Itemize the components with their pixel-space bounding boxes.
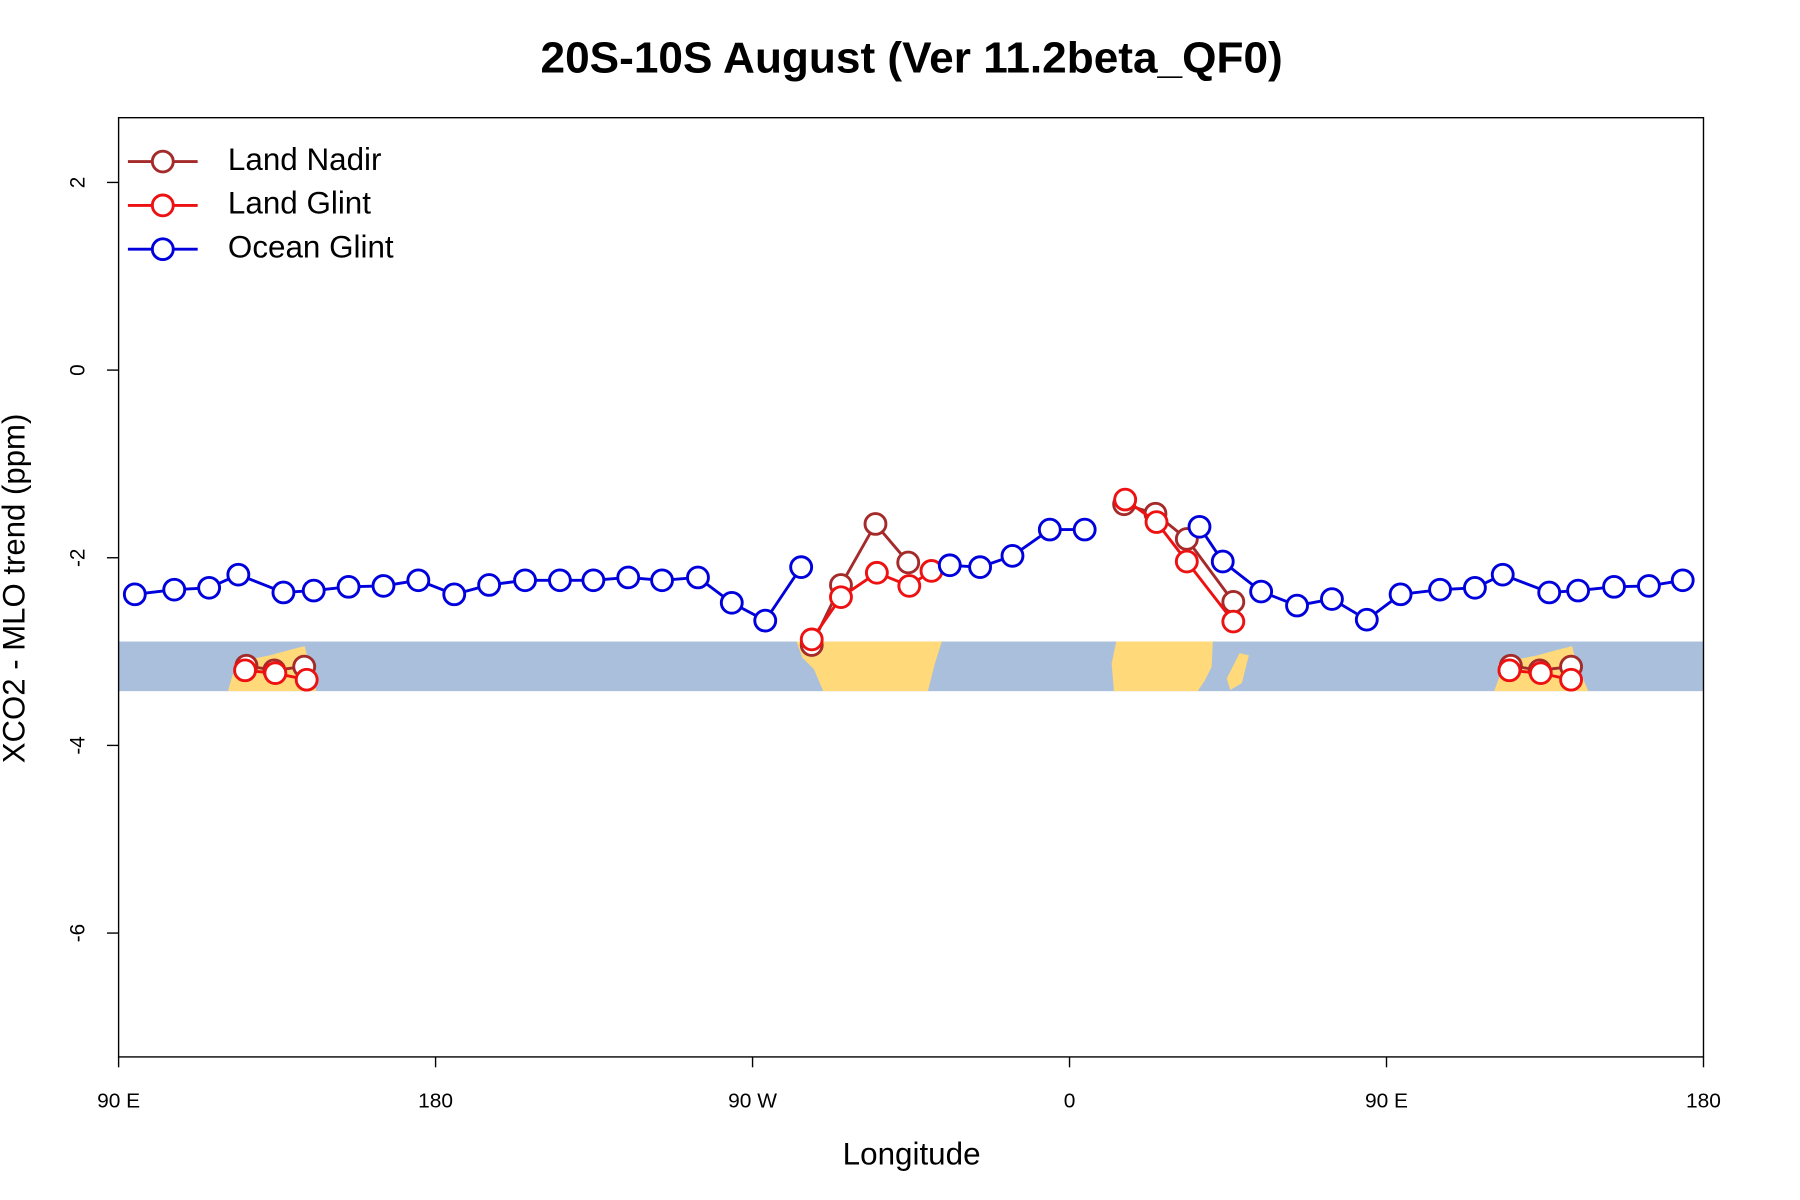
point <box>406 568 431 593</box>
point <box>547 568 572 593</box>
point <box>233 658 257 683</box>
y-tick-label: -4 <box>67 736 90 754</box>
point <box>1670 568 1695 593</box>
y-tick-label: -6 <box>67 924 90 942</box>
point <box>1636 574 1661 598</box>
land <box>1226 653 1249 690</box>
point <box>650 568 674 593</box>
point <box>1037 517 1062 542</box>
x-tick-label: 90 E <box>97 1089 140 1112</box>
legend-marker <box>150 149 175 174</box>
point <box>1113 487 1138 512</box>
point <box>1559 667 1583 692</box>
point <box>1320 587 1344 611</box>
point <box>581 568 606 593</box>
point <box>863 512 888 536</box>
point <box>1497 658 1522 683</box>
point <box>1210 549 1235 574</box>
point <box>1528 661 1553 685</box>
point <box>799 627 824 652</box>
point <box>226 562 251 587</box>
x-tick-label: 180 <box>1686 1089 1721 1112</box>
point <box>616 565 641 590</box>
point <box>1000 544 1025 568</box>
legend-label: Ocean Glint <box>228 230 394 265</box>
point <box>897 574 922 598</box>
point <box>864 560 889 585</box>
point <box>477 573 502 597</box>
legend-marker <box>150 193 175 218</box>
point <box>829 585 853 609</box>
point <box>1490 562 1515 587</box>
y-tick-label: -2 <box>67 549 90 567</box>
point <box>197 575 222 600</box>
point <box>1187 514 1212 539</box>
point <box>271 580 296 605</box>
point <box>122 582 147 607</box>
point <box>442 582 467 607</box>
point <box>719 590 744 615</box>
y-tick-label: 2 <box>67 177 90 189</box>
point <box>1428 577 1452 602</box>
x-tick-label: 90 W <box>728 1089 777 1112</box>
legend-label: Land Nadir <box>228 142 382 177</box>
point <box>896 550 921 575</box>
point <box>1144 510 1169 534</box>
point <box>1602 575 1626 599</box>
point <box>1285 593 1309 618</box>
point <box>513 568 537 593</box>
point <box>263 661 288 685</box>
land <box>796 641 942 692</box>
point <box>1249 579 1274 604</box>
point <box>1354 607 1379 632</box>
chart-title: 20S-10S August (Ver 11.2beta_QF0) <box>541 34 1283 83</box>
point <box>336 575 361 599</box>
point <box>1072 517 1097 542</box>
plot-frame <box>117 117 1705 1058</box>
x-axis-label: Longitude <box>843 1136 981 1171</box>
point <box>686 565 710 590</box>
point <box>1221 590 1246 614</box>
y-axis-label: XCO2 - MLO trend (ppm) <box>0 414 32 764</box>
y-tick-label: 0 <box>67 364 90 376</box>
legend-marker <box>150 237 175 262</box>
legend-label: Land Glint <box>228 186 371 221</box>
point <box>162 577 187 602</box>
point <box>1537 580 1562 605</box>
point <box>1566 578 1591 603</box>
point <box>1388 582 1413 607</box>
point <box>1462 575 1487 600</box>
point <box>937 553 962 578</box>
point <box>301 578 326 603</box>
x-tick-label: 180 <box>418 1089 453 1112</box>
point <box>753 608 778 633</box>
point <box>1174 549 1199 574</box>
point <box>294 667 319 692</box>
land <box>1111 641 1213 692</box>
point <box>1221 609 1246 634</box>
point <box>789 555 814 579</box>
x-tick-label: 90 E <box>1365 1089 1408 1112</box>
point <box>968 555 992 579</box>
point <box>371 574 396 598</box>
x-tick-label: 0 <box>1064 1089 1076 1112</box>
map-strip <box>118 641 1704 692</box>
